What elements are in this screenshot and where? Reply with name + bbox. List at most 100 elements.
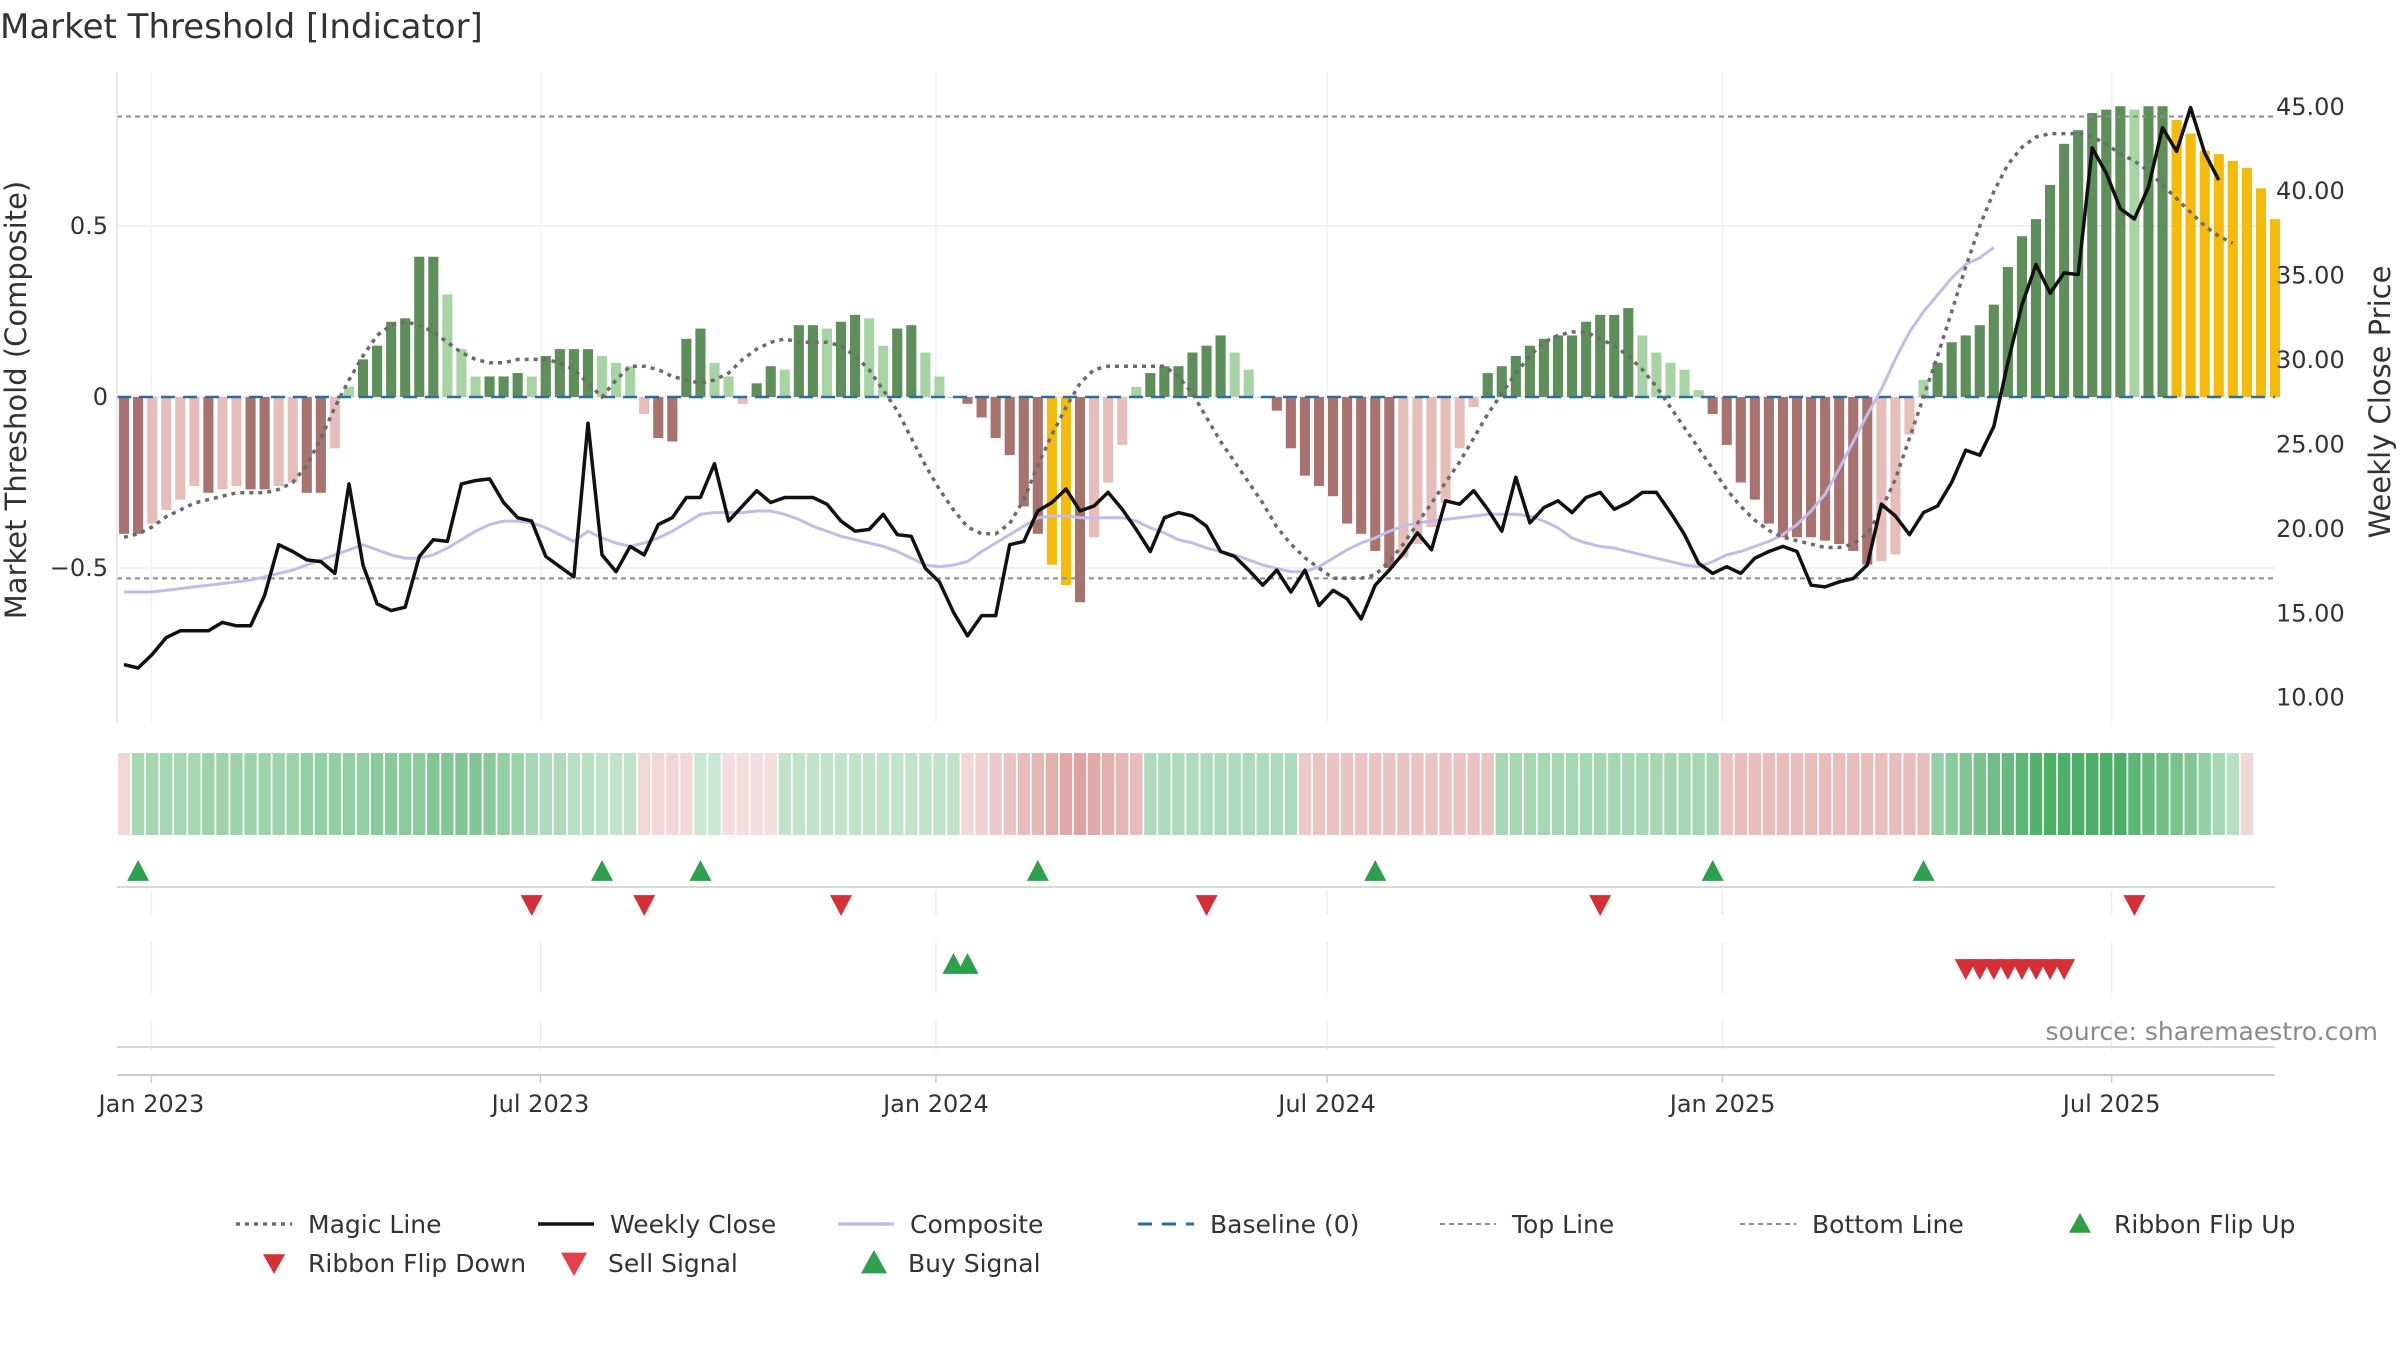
composite-bar <box>1552 335 1564 397</box>
ribbon-cell <box>2029 753 2043 835</box>
ribbon-flip-up-marker <box>1912 860 1935 881</box>
composite-bar <box>512 373 523 397</box>
ribbon-cell <box>1622 753 1635 835</box>
composite-bar <box>301 397 312 493</box>
composite-bar <box>1721 397 1732 445</box>
composite-bar <box>1623 308 1634 397</box>
composite-bar <box>372 345 383 397</box>
x-tick-label: Jan 2024 <box>881 1090 989 1118</box>
sell-signal-marker <box>1968 959 1991 980</box>
legend-item: Top Line <box>1440 1210 1614 1239</box>
ribbon-cell <box>1636 753 1649 835</box>
ribbon-cell <box>2240 753 2254 835</box>
composite-bar <box>161 397 172 510</box>
ribbon-cell <box>1003 753 1016 835</box>
composite-bar <box>118 397 130 534</box>
composite-bar <box>1313 397 1325 486</box>
ribbon-cell <box>595 753 609 835</box>
ribbon-cell <box>1031 753 1045 835</box>
ribbon-cell <box>1369 753 1382 835</box>
ribbon-cell <box>848 753 862 835</box>
composite-bar <box>793 325 804 397</box>
composite-bar <box>1328 397 1339 497</box>
legend-label: Ribbon Flip Down <box>308 1249 526 1278</box>
y-axis-label-right: Weekly Close Price <box>2363 266 2397 539</box>
ribbon-cell <box>1523 753 1537 835</box>
ribbon-cell <box>1045 753 1059 835</box>
ribbon-cell <box>2071 753 2085 835</box>
grid <box>117 72 2275 1050</box>
composite-bar <box>259 397 270 490</box>
ribbon-cell <box>820 753 834 835</box>
ribbon-cell <box>1818 753 1832 835</box>
ribbon-cell <box>216 753 229 835</box>
composite-bar <box>231 397 242 486</box>
ribbon-cell <box>1116 753 1129 835</box>
ribbon-cell <box>1593 753 1607 835</box>
ribbon-cell <box>258 753 271 835</box>
ribbon-flip-up-marker <box>1364 860 1387 881</box>
sell-signal-marker <box>1982 959 2005 980</box>
ribbon-cell <box>708 753 721 835</box>
composite-bar <box>456 349 467 397</box>
ribbon-cell <box>680 753 693 835</box>
magic-line <box>123 131 2234 581</box>
composite-bar <box>723 376 734 397</box>
ribbon-cell <box>1804 753 1818 835</box>
ribbon-flip-down-marker <box>633 895 656 916</box>
composite-bar <box>751 383 762 397</box>
legend-label: Sell Signal <box>608 1249 738 1278</box>
ribbon-cell <box>1931 753 1944 835</box>
composite-bar <box>906 325 917 397</box>
ribbon-cell <box>2001 753 2015 835</box>
ribbon-cell <box>328 753 342 835</box>
ribbon-cell <box>1270 753 1284 835</box>
composite-bar <box>582 349 594 397</box>
composite-bar <box>1271 397 1282 411</box>
ribbon-cell <box>1650 753 1663 835</box>
composite-bar <box>484 376 495 397</box>
composite-bar <box>245 397 256 490</box>
composite-bar <box>835 321 847 397</box>
composite-bar <box>1187 352 1198 397</box>
ribbon-strip <box>117 753 2254 835</box>
composite-bar <box>1370 397 1381 551</box>
ribbon-cell <box>342 753 356 835</box>
ribbon-cell <box>694 753 707 835</box>
ribbon-cell <box>1790 753 1804 835</box>
ribbon-cell <box>862 753 876 835</box>
ribbon-flip-up-marker <box>689 860 712 881</box>
ribbon-cell <box>1917 753 1930 835</box>
axes: 0.5 0 −0.5 45.00 40.00 35.00 30.00 25.00 20.00 15… <box>50 72 2345 1118</box>
ribbon-cell <box>989 753 1002 835</box>
composite-line <box>124 246 1995 594</box>
ribbon-cell <box>1762 753 1776 835</box>
composite-bar <box>1089 397 1100 538</box>
composite-bar <box>1384 397 1395 569</box>
ribbon-cell <box>1059 753 1073 835</box>
legend-item: Bottom Line <box>1740 1210 1964 1239</box>
legend-label: Composite <box>910 1210 1043 1239</box>
ribbon-flip-down-marker <box>1589 895 1612 916</box>
composite-bar <box>1904 397 1915 435</box>
ribbon-cell <box>1186 753 1199 835</box>
ribbon-cell <box>300 753 313 835</box>
y-tick-label-left: 0.5 <box>70 212 108 240</box>
composite-bar <box>554 349 565 397</box>
ribbon-cell <box>2170 753 2183 835</box>
composite-bar <box>442 294 453 397</box>
ribbon-cell <box>1776 753 1790 835</box>
series-lines <box>123 105 2234 670</box>
ribbon-cell <box>778 753 791 835</box>
ribbon-cell <box>188 753 201 835</box>
ribbon-flip-up-marker <box>591 860 614 881</box>
x-tick-label: Jul 2025 <box>2061 1090 2161 1118</box>
legend-item: Baseline (0) <box>1138 1210 1359 1239</box>
legend-item: Ribbon Flip Up <box>2069 1210 2295 1239</box>
legend-item: Weekly Close <box>538 1210 776 1239</box>
composite-bar <box>779 369 790 397</box>
ribbon-cell <box>834 753 848 835</box>
ribbon-cell <box>1579 753 1593 835</box>
ribbon-cell <box>1383 753 1396 835</box>
composite-bar <box>1693 390 1704 397</box>
